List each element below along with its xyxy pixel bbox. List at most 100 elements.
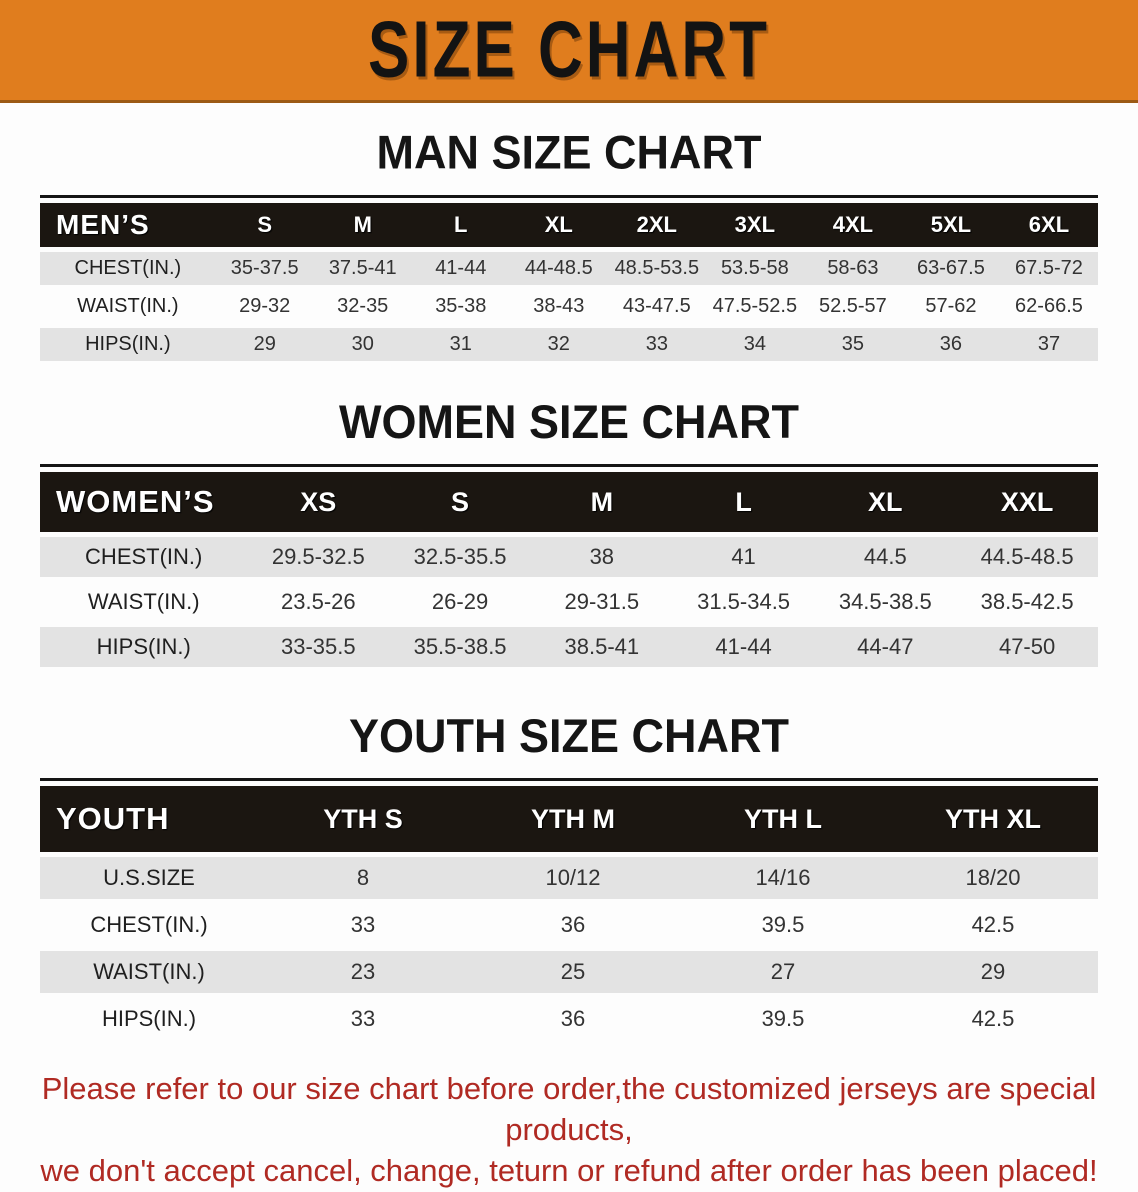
row-label: HIPS(IN.) — [101, 1006, 197, 1031]
size-header-cell: 2XL — [607, 203, 706, 247]
value-cell: 57-62 — [925, 295, 977, 317]
size-header-cell: 6XL — [999, 203, 1098, 247]
value-cell: 41-44 — [672, 627, 815, 667]
row-label: WAIST(IN.) — [87, 589, 200, 614]
table-title-cell: WOMEN’S — [40, 472, 248, 532]
value-cell: 10/12 — [468, 857, 678, 899]
women-section-heading: WOMEN SIZE CHART — [339, 394, 799, 449]
header-row: WOMEN’S XS S M L XL XXL — [40, 472, 1098, 532]
size-header-cell: M — [530, 472, 673, 532]
value-cell: 14/16 — [677, 857, 888, 899]
size-header-cell: XL — [814, 472, 957, 532]
value-cell: 29 — [215, 328, 314, 361]
value-cell: 29 — [887, 951, 1098, 993]
size-header-cell: S — [215, 203, 314, 247]
value-cell: 48.5-53.5 — [607, 252, 706, 285]
table-row: HIPS(IN.) 29 30 31 32 33 34 35 36 37 — [40, 328, 1098, 361]
value-cell: 31 — [411, 328, 510, 361]
row-label: CHEST(IN.) — [40, 537, 248, 577]
table-title-cell: MEN’S — [40, 203, 216, 247]
row-label: WAIST(IN.) — [40, 951, 259, 993]
size-header-cell: YTH XL — [887, 786, 1098, 852]
value-cell: 33 — [607, 328, 706, 361]
value-cell: 31.5-34.5 — [697, 589, 791, 614]
value-cell: 41-44 — [411, 252, 510, 285]
youth-size-table: YOUTH YTH S YTH M YTH L YTH XL U.S.SIZE 8 10/12… — [40, 778, 1098, 1045]
size-header-cell: L — [672, 472, 815, 532]
value-cell: 63-67.5 — [901, 252, 1000, 285]
table-title-cell: YOUTH — [40, 786, 259, 852]
value-cell: 42.5 — [971, 912, 1015, 937]
value-cell: 23.5-26 — [281, 589, 356, 614]
disclaimer-line-1: Please refer to our size chart before or… — [41, 1071, 1097, 1147]
value-cell: 33 — [350, 912, 376, 937]
value-cell: 47.5-52.5 — [712, 295, 798, 317]
row-label: CHEST(IN.) — [90, 912, 208, 937]
value-cell: 29-32 — [239, 295, 291, 317]
value-cell: 62-66.5 — [1015, 295, 1083, 317]
value-cell: 67.5-72 — [999, 252, 1098, 285]
size-header-cell: L — [411, 203, 510, 247]
value-cell: 26-29 — [431, 589, 489, 614]
table-row: WAIST(IN.) 23 25 27 29 — [40, 951, 1098, 993]
value-cell: 44.5-48.5 — [956, 537, 1098, 577]
size-header-cell: 4XL — [803, 203, 902, 247]
size-header-cell: S — [389, 472, 531, 532]
value-cell: 29.5-32.5 — [247, 537, 390, 577]
disclaimer-note: Please refer to our size chart before or… — [10, 1069, 1128, 1192]
value-cell: 41 — [672, 537, 815, 577]
banner: SIZE CHART — [0, 0, 1138, 103]
header-row: MEN’S S M L XL 2XL 3XL 4XL 5XL 6XL — [40, 203, 1098, 247]
value-cell: 37.5-41 — [313, 252, 412, 285]
value-cell: 36 — [560, 912, 586, 937]
value-cell: 18/20 — [887, 857, 1098, 899]
women-size-table: WOMEN’S XS S M L XL XXL CHEST(IN.) 29.5-32.5 32.5… — [40, 464, 1098, 672]
value-cell: 33-35.5 — [247, 627, 390, 667]
value-cell: 34.5-38.5 — [838, 589, 932, 614]
row-label: HIPS(IN.) — [40, 328, 216, 361]
size-header-cell: 3XL — [705, 203, 804, 247]
value-cell: 58-63 — [803, 252, 902, 285]
value-cell: 39.5 — [761, 912, 805, 937]
value-cell: 39.5 — [761, 1006, 805, 1031]
value-cell: 44.5 — [814, 537, 957, 577]
value-cell: 38-43 — [533, 295, 585, 317]
value-cell: 25 — [468, 951, 678, 993]
value-cell: 23 — [258, 951, 468, 993]
table-row: CHEST(IN.) 35-37.5 37.5-41 41-44 44-48.5 48.5… — [40, 252, 1098, 285]
value-cell: 44-48.5 — [509, 252, 608, 285]
value-cell: 37 — [999, 328, 1098, 361]
table-row: U.S.SIZE 8 10/12 14/16 18/20 — [40, 857, 1098, 899]
value-cell: 42.5 — [971, 1006, 1015, 1031]
value-cell: 43-47.5 — [622, 295, 691, 317]
value-cell: 30 — [313, 328, 412, 361]
table-row: WAIST(IN.) 23.5-26 26-29 29-31.5 31.5-34.5 34… — [40, 582, 1098, 622]
value-cell: 38.5-42.5 — [980, 589, 1074, 614]
value-cell: 38.5-41 — [530, 627, 673, 667]
value-cell: 33 — [350, 1006, 376, 1031]
table-row: HIPS(IN.) 33 36 39.5 42.5 — [40, 998, 1098, 1040]
men-section-heading: MAN SIZE CHART — [376, 125, 762, 180]
disclaimer-line-2: we don't accept cancel, change, teturn o… — [40, 1152, 1098, 1188]
size-header-cell: XS — [247, 472, 390, 532]
value-cell: 47-50 — [956, 627, 1098, 667]
value-cell: 29-31.5 — [564, 589, 640, 614]
size-header-cell: XXL — [956, 472, 1098, 532]
table-row: HIPS(IN.) 33-35.5 35.5-38.5 38.5-41 41-44 44-… — [40, 627, 1098, 667]
value-cell: 36 — [901, 328, 1000, 361]
youth-section-heading: YOUTH SIZE CHART — [348, 708, 789, 763]
size-header-cell: YTH L — [677, 786, 888, 852]
value-cell: 32.5-35.5 — [389, 537, 531, 577]
value-cell: 27 — [677, 951, 888, 993]
section-youth: YOUTH SIZE CHART YOUTH YTH S YTH M YTH L YTH… — [0, 708, 1138, 1045]
row-label: HIPS(IN.) — [40, 627, 248, 667]
value-cell: 32 — [509, 328, 608, 361]
value-cell: 36 — [560, 1006, 586, 1031]
size-header-cell: XL — [509, 203, 608, 247]
value-cell: 32-35 — [337, 295, 389, 317]
value-cell: 35 — [803, 328, 902, 361]
value-cell: 35.5-38.5 — [389, 627, 531, 667]
section-men: MAN SIZE CHART MEN’S S M L XL 2XL 3XL 4XL 5XL 6XL… — [0, 125, 1138, 366]
header-row: YOUTH YTH S YTH M YTH L YTH XL — [40, 786, 1098, 852]
